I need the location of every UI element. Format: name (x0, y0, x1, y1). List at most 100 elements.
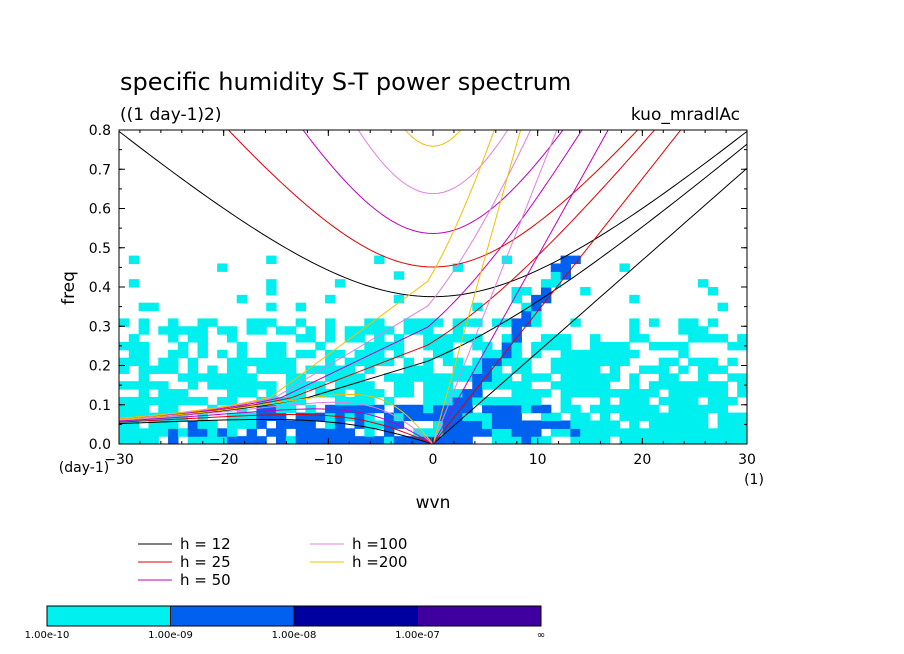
contour-cell (521, 318, 532, 327)
kelvin-curve (432, 130, 522, 444)
contour-cell (511, 341, 522, 351)
rossby-curve (119, 408, 434, 444)
contour-cell (639, 404, 650, 414)
contour-cell (383, 420, 395, 429)
contour-cell (246, 326, 257, 335)
contour-cell (158, 420, 169, 429)
contour-cell (128, 404, 140, 414)
contour-cell (442, 349, 454, 359)
contour-cell (668, 436, 679, 444)
mrg-curve (119, 143, 747, 421)
contour-cell (295, 428, 307, 437)
contour-cell (707, 436, 719, 444)
contour-cell (246, 420, 257, 429)
contour-cell (374, 318, 385, 327)
contour-cell (501, 349, 513, 359)
contour-cell (177, 373, 189, 382)
x-tick-label: 30 (738, 452, 756, 468)
contour-cell (276, 341, 287, 351)
contour-cell (334, 349, 346, 359)
contour-cell (148, 436, 159, 444)
contour-cell (668, 381, 679, 390)
contour-cell (334, 436, 346, 444)
contour-cell (462, 373, 473, 382)
contour-cell (413, 326, 424, 335)
contour-cell (619, 428, 630, 437)
contour-cell (128, 255, 140, 265)
contour-cell (226, 334, 238, 343)
contour-cell (560, 334, 571, 343)
contour-cell (423, 428, 434, 437)
contour-cell (717, 302, 728, 312)
x-tick-label: −10 (314, 452, 344, 468)
contour-cell (207, 381, 218, 390)
contour-cell (697, 389, 709, 398)
contour-cell (550, 263, 562, 272)
contour-cell (266, 428, 277, 437)
contour-cell (501, 396, 513, 406)
contour-cell (717, 420, 728, 429)
contour-cell (168, 396, 179, 406)
contour-cell (737, 420, 747, 429)
contour-cell (629, 349, 640, 359)
contour-cell (236, 373, 248, 382)
colorbar-box (417, 605, 542, 627)
contour-cell (697, 357, 709, 367)
contour-cell (344, 381, 356, 390)
contour-cell (344, 396, 356, 406)
contour-cell (344, 404, 356, 414)
contour-cell (717, 412, 728, 422)
contour-cell (491, 404, 503, 414)
contour-cell (599, 412, 611, 422)
x-unit-label: (1) (744, 472, 764, 488)
contour-cell (305, 381, 316, 390)
contour-cell (639, 396, 650, 406)
contour-cell (452, 318, 464, 327)
contour-cell (609, 373, 621, 382)
contour-cell (138, 436, 150, 444)
contour-cell (168, 357, 179, 367)
contour-cell (226, 428, 238, 437)
contour-cell (570, 420, 581, 429)
contour-cell (727, 396, 738, 406)
contour-cell (148, 381, 159, 390)
contour-cell (491, 318, 503, 327)
contour-cell (158, 381, 169, 390)
contour-cell (688, 326, 699, 335)
contour-cell (187, 436, 199, 444)
contour-cell (658, 436, 670, 444)
contour-cell (305, 428, 316, 437)
contour-cell (148, 302, 159, 312)
contour-cell (325, 412, 336, 422)
contour-cell (521, 302, 532, 312)
contour-cell (226, 373, 238, 382)
y-tick-label: 0.7 (89, 162, 111, 178)
contour-cell (236, 420, 248, 429)
contour-cell (383, 326, 395, 335)
contour-cell (639, 428, 650, 437)
y-tick-label: 0.3 (89, 319, 111, 335)
contour-cell (619, 263, 630, 272)
contour-cell (138, 365, 150, 374)
contour-cell (433, 381, 444, 390)
contour-cell (246, 373, 257, 382)
contour-cell (678, 381, 689, 390)
contour-cell (590, 349, 601, 359)
contour-cell (707, 428, 719, 437)
contour-cell (226, 326, 238, 335)
contour-cell (472, 334, 483, 343)
contour-cell (462, 365, 473, 374)
contour-cell (540, 341, 552, 351)
contour-cell (511, 412, 522, 422)
contour-cell (403, 326, 414, 335)
contour-cell (629, 381, 640, 390)
contour-cell (217, 428, 228, 437)
contour-cell (609, 365, 621, 374)
contour-cell (609, 341, 621, 351)
contour-cell (570, 412, 581, 422)
contour-cell (207, 373, 218, 382)
contour-cell (540, 287, 552, 296)
contour-cell (629, 318, 640, 327)
contour-cell (305, 326, 316, 335)
inertia-gravity-curve (119, 130, 747, 298)
